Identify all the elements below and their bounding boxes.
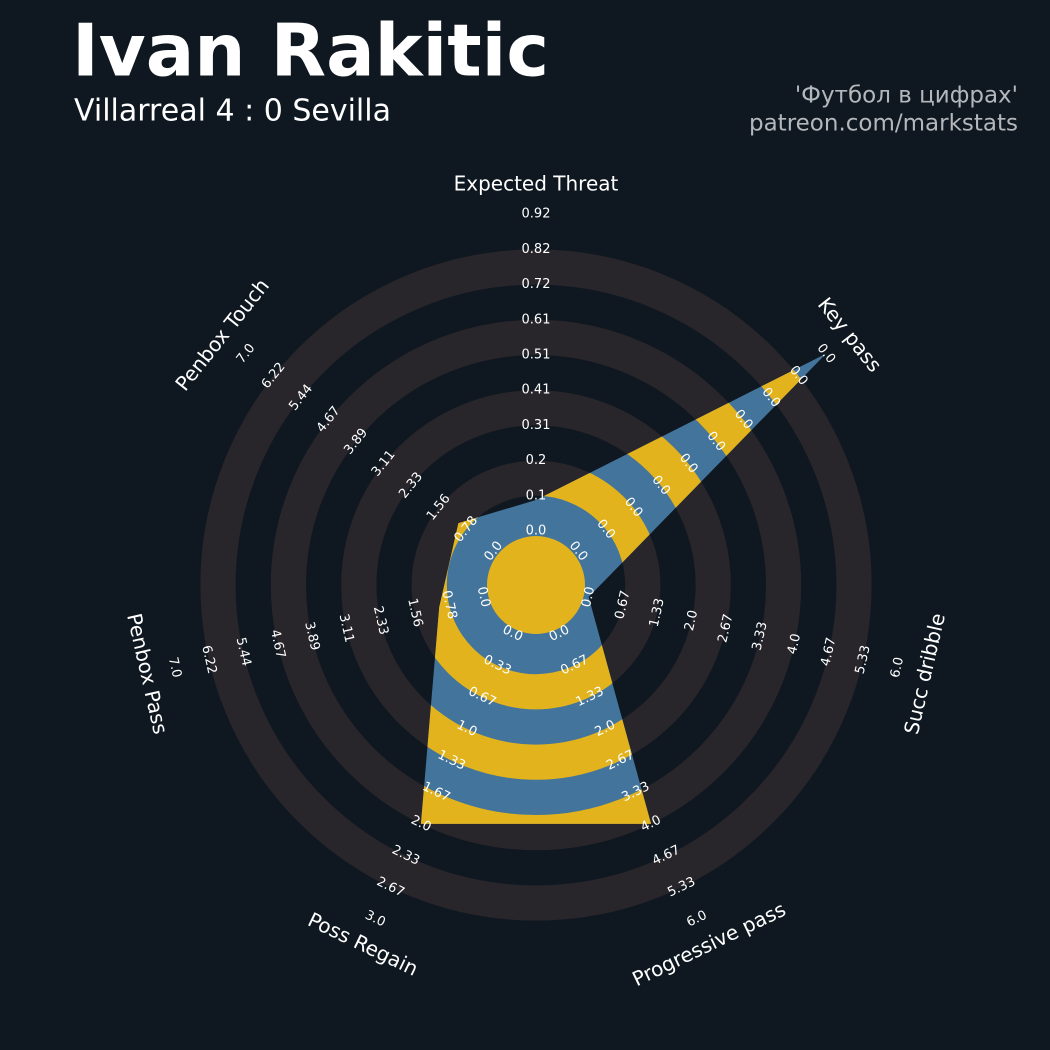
area-center [487,536,585,634]
tick-label: 6.22 [198,644,219,676]
credit: patreon.com/markstats [749,111,1018,137]
tick-label: 4.67 [267,628,288,660]
chart-title: Ivan Rakitic [72,9,549,93]
tick-label: 0.2 [526,453,547,468]
tick-label: 0.0 [526,524,547,539]
tick-label: 2.0 [682,609,701,633]
axis-label: Expected Threat [454,172,619,196]
tick-label: 1.33 [647,597,668,629]
tick-label: 1.56 [404,597,425,629]
tick-label: 2.67 [715,613,736,645]
background-ring [200,249,872,921]
subtitle: Villarreal 4 : 0 Sevilla [74,94,391,129]
tick-label: 7.0 [165,656,184,680]
tick-label: 0.92 [522,207,551,222]
tick-label: 0.51 [522,348,551,363]
tick-label: 0.41 [522,383,551,398]
tick-label: 0.61 [522,312,551,327]
tick-label: 2.33 [370,605,391,637]
tick-label: 0.1 [526,488,547,503]
tick-label: 0.67 [612,589,633,621]
tick-label: 0.0 [579,585,598,609]
tick-label: 6.0 [888,656,907,680]
tick-label: 3.11 [336,613,357,645]
tick-label: 0.0 [474,585,493,609]
tick-label: 5.44 [233,636,254,668]
tick-label: 0.82 [522,242,551,257]
tick-label: 3.33 [750,620,771,652]
tick-label: 4.0 [785,632,804,656]
tick-label: 3.89 [301,620,322,652]
credit: 'Футбол в цифрах' [795,83,1018,109]
tick-label: 0.72 [522,277,551,292]
tick-label: 4.67 [818,636,839,668]
background-ring [270,319,802,851]
tick-label: 5.33 [853,644,874,676]
tick-label: 0.31 [522,418,551,433]
tick-label: 0.78 [439,589,460,621]
